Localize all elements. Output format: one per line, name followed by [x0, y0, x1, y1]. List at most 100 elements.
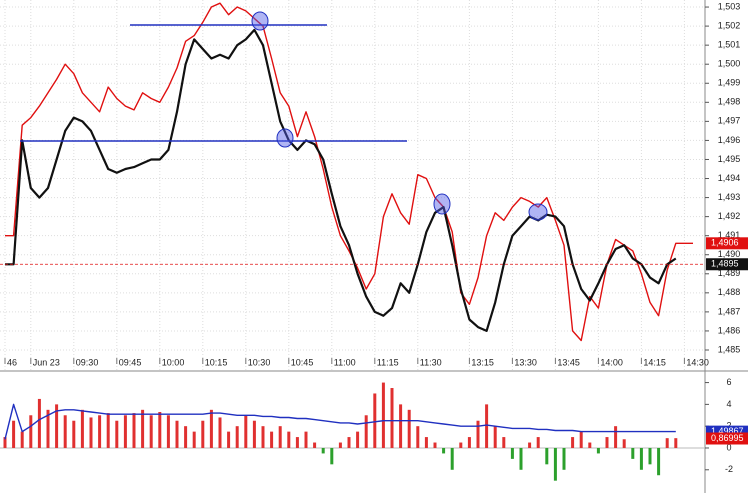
y-tick-label: 1,494	[718, 173, 741, 183]
price-badge	[706, 432, 748, 445]
bar	[631, 447, 635, 459]
bar	[244, 415, 248, 448]
y-tick-label: -2	[725, 464, 733, 474]
bar	[459, 442, 463, 448]
bar	[20, 431, 24, 448]
x-tick-label: 09:45	[119, 357, 142, 367]
bar	[166, 415, 170, 448]
x-tick-label: 09:30	[76, 357, 99, 367]
bar	[218, 417, 222, 448]
y-tick-label: 1,493	[718, 192, 741, 202]
bar	[201, 420, 205, 448]
y-tick-label: 0	[726, 442, 731, 452]
bar	[235, 426, 239, 448]
x-tick-label: 11:30	[420, 357, 442, 367]
bar	[338, 442, 342, 448]
bar	[485, 404, 489, 448]
bar	[657, 447, 661, 476]
bar	[605, 437, 609, 448]
bar	[132, 413, 136, 448]
bar	[648, 447, 652, 465]
bar	[373, 393, 377, 448]
x-tick-label: 14:30	[686, 357, 709, 367]
y-tick-label: 1,496	[718, 135, 741, 145]
bar	[261, 426, 265, 448]
bar	[158, 412, 162, 448]
x-tick-label: 11:15	[377, 357, 399, 367]
price-badge	[706, 237, 748, 250]
bar	[545, 447, 549, 465]
y-tick-label: 1,499	[718, 78, 741, 88]
bar	[12, 420, 16, 448]
bar	[674, 438, 678, 448]
drawings	[20, 11, 548, 221]
bar	[149, 415, 153, 448]
circle-marker	[528, 203, 548, 221]
x-tick-label: 14:15	[643, 357, 666, 367]
bar	[553, 447, 557, 481]
bar	[528, 442, 532, 448]
bar	[321, 447, 325, 454]
bar	[519, 447, 523, 470]
y-tick-label: 1,498	[718, 97, 741, 107]
y-tick-label: 1,501	[718, 40, 741, 50]
y-tick-label: 1,491	[718, 230, 741, 240]
bar	[175, 420, 179, 448]
bar	[141, 409, 145, 448]
bar	[209, 409, 213, 448]
bar	[227, 431, 231, 448]
x-tick-label: 10:45	[291, 357, 314, 367]
bar	[596, 447, 600, 454]
bar	[407, 409, 411, 448]
y-tick-label: 1,486	[718, 325, 741, 335]
bar	[424, 437, 428, 448]
bar	[98, 415, 102, 448]
bar	[588, 442, 592, 448]
bar	[399, 404, 403, 448]
bar	[416, 426, 420, 448]
y-tick-label: 1,502	[718, 20, 741, 30]
bar	[304, 431, 308, 448]
bar	[450, 447, 454, 470]
bar	[55, 404, 59, 448]
circle-marker	[433, 193, 451, 215]
line-series	[4, 403, 676, 440]
price-badge-label: 1,4895	[711, 259, 739, 269]
price-badge-label: 0,86995	[711, 433, 744, 443]
y-tick-label: 1,489	[718, 268, 741, 278]
bar	[390, 388, 394, 448]
bar	[295, 437, 299, 448]
bar	[476, 420, 480, 448]
bar	[356, 431, 360, 448]
y-tick-label: 6	[726, 377, 731, 387]
y-tick-label: 1,485	[718, 344, 741, 354]
y-tick-label: 1,497	[718, 116, 741, 126]
bar	[571, 437, 575, 448]
x-tick-label: 10:00	[162, 357, 185, 367]
x-tick-label: 14:00	[600, 357, 623, 367]
price-badge	[706, 258, 748, 271]
bar	[347, 437, 351, 448]
bar	[665, 438, 669, 448]
bar	[313, 442, 317, 448]
x-tick-label: 11:00	[334, 357, 356, 367]
bar	[502, 437, 506, 448]
bar	[63, 415, 67, 448]
bar	[46, 409, 50, 448]
bar	[579, 431, 583, 448]
y-tick-label: 1,487	[718, 306, 741, 316]
bar	[89, 417, 93, 448]
bar	[493, 426, 497, 448]
bar	[29, 415, 33, 448]
x-tick-label: 13:15	[471, 357, 494, 367]
x-tick-label: 13:45	[557, 357, 580, 367]
bar	[330, 447, 334, 465]
y-tick-label: 4	[726, 399, 731, 409]
bar	[3, 437, 7, 448]
bar	[37, 398, 41, 448]
bar	[467, 437, 471, 448]
circle-marker	[251, 11, 269, 31]
bar	[192, 431, 196, 448]
bar	[364, 415, 368, 448]
